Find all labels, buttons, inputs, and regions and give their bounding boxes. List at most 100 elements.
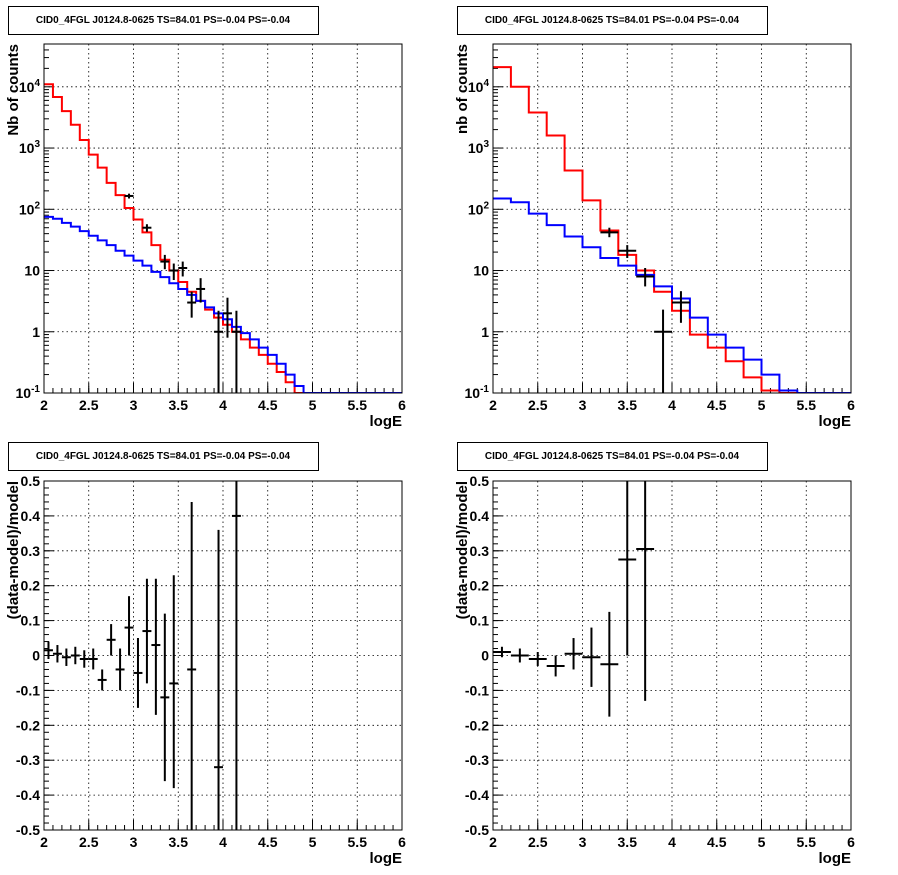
- x-axis-label: logE: [370, 850, 403, 867]
- data-point: [493, 646, 511, 658]
- y-axis-label: (data-model)/model: [5, 481, 22, 619]
- y-tick-base: 10: [16, 385, 32, 401]
- x-tick-label: 2.5: [79, 834, 99, 850]
- x-tick-label: 5: [309, 397, 317, 413]
- y-tick-label: 0.2: [21, 578, 41, 594]
- y-tick-label: 103: [468, 139, 490, 156]
- y-tick-label: -0.3: [465, 752, 489, 768]
- y-tick-base: 10: [465, 385, 481, 401]
- chart-panel-1: CID0_4FGL J0124.8-0625 TS=84.01 PS=-0.04…: [5, 6, 406, 430]
- chart-title: CID0_4FGL J0124.8-0625 TS=84.01 PS=-0.04…: [36, 15, 291, 26]
- data-point: [510, 648, 529, 663]
- y-tick-exponent: 4: [483, 78, 489, 89]
- data-point: [61, 648, 71, 666]
- y-tick-base: 10: [468, 79, 484, 95]
- x-tick-label: 2.5: [528, 834, 548, 850]
- x-tick-label: 6: [398, 834, 406, 850]
- y-tick-exponent: -1: [480, 384, 489, 395]
- y-tick-label: -0.1: [16, 682, 40, 698]
- chart-panel-4: CID0_4FGL J0124.8-0625 TS=84.01 PS=-0.04…: [454, 442, 855, 867]
- data-point: [214, 310, 223, 393]
- data-point: [97, 669, 107, 691]
- x-tick-label: 2.5: [528, 397, 548, 413]
- data-point: [636, 481, 655, 701]
- data-point: [133, 638, 143, 708]
- x-tick-label: 2.5: [79, 397, 99, 413]
- chart-panel-2: CID0_4FGL J0124.8-0625 TS=84.01 PS=-0.04…: [454, 6, 855, 430]
- x-tick-label: 3.5: [169, 397, 189, 413]
- y-tick-label: 0.4: [470, 508, 490, 524]
- x-tick-label: 4.5: [707, 397, 727, 413]
- y-tick-exponent: 2: [483, 200, 489, 211]
- y-tick-label: 0.3: [470, 543, 490, 559]
- y-tick-label: -0.2: [16, 717, 40, 733]
- y-tick-label: 104: [468, 78, 490, 95]
- y-tick-label: -0.5: [16, 822, 40, 838]
- data-point: [160, 613, 170, 782]
- x-tick-label: 2: [489, 834, 497, 850]
- x-tick-label: 3: [579, 834, 587, 850]
- data-point: [654, 309, 672, 393]
- x-tick-label: 2: [489, 397, 497, 413]
- data-point: [528, 652, 547, 666]
- y-tick-label: 0: [32, 648, 40, 664]
- y-tick-label: 10: [473, 263, 489, 279]
- x-tick-label: 3.5: [618, 834, 638, 850]
- y-tick-label: 0.5: [21, 473, 41, 489]
- chart-title-box: [8, 442, 319, 471]
- y-tick-label: -0.4: [465, 787, 489, 803]
- data-point: [582, 627, 601, 687]
- data-point: [214, 529, 223, 830]
- data-point: [79, 650, 89, 668]
- x-tick-label: 2: [40, 397, 48, 413]
- x-tick-label: 6: [847, 397, 855, 413]
- data-point: [672, 291, 690, 323]
- data-point: [178, 261, 188, 277]
- y-tick-label: 10-1: [16, 384, 41, 401]
- y-tick-exponent: 2: [34, 200, 40, 211]
- y-tick-base: 10: [468, 140, 484, 156]
- data-point: [618, 245, 637, 259]
- x-axis-label: logE: [819, 850, 852, 867]
- chart-title-box: [457, 6, 768, 35]
- x-tick-label: 5.5: [797, 397, 817, 413]
- y-tick-label: 104: [19, 78, 41, 95]
- y-tick-label: -0.2: [465, 717, 489, 733]
- y-tick-label: 0.5: [470, 473, 490, 489]
- plot-frame: [492, 43, 852, 394]
- y-axis-label: nb of counts: [454, 44, 471, 134]
- x-tick-label: 4: [219, 397, 227, 413]
- chart-title: CID0_4FGL J0124.8-0625 TS=84.01 PS=-0.04…: [485, 451, 740, 462]
- x-axis-label: logE: [370, 413, 403, 430]
- x-tick-label: 4.5: [258, 834, 278, 850]
- chart-title: CID0_4FGL J0124.8-0625 TS=84.01 PS=-0.04…: [36, 451, 291, 462]
- x-tick-label: 2: [40, 834, 48, 850]
- x-tick-label: 4.5: [707, 834, 727, 850]
- y-axis-label: Nb of counts: [5, 44, 22, 136]
- y-tick-label: 103: [19, 139, 41, 156]
- y-tick-label: 10-1: [465, 384, 490, 401]
- data-point: [88, 648, 98, 670]
- y-tick-exponent: 3: [34, 139, 40, 150]
- chart-title: CID0_4FGL J0124.8-0625 TS=84.01 PS=-0.04…: [485, 15, 740, 26]
- x-tick-label: 4: [668, 834, 676, 850]
- data-point: [600, 227, 619, 238]
- x-tick-label: 3: [579, 397, 587, 413]
- x-tick-label: 5: [758, 834, 766, 850]
- chart-title-box: [457, 442, 768, 471]
- y-tick-label: -0.5: [465, 822, 489, 838]
- data-point: [106, 624, 116, 656]
- x-tick-label: 3: [130, 397, 138, 413]
- y-tick-exponent: 3: [483, 139, 489, 150]
- y-tick-exponent: -1: [31, 384, 40, 395]
- y-tick-label: 10: [24, 263, 40, 279]
- y-tick-label: 0.1: [21, 613, 41, 629]
- data-point: [124, 193, 134, 199]
- data-point: [196, 278, 206, 303]
- y-tick-label: 0.4: [21, 508, 41, 524]
- data-point: [52, 645, 62, 663]
- x-tick-label: 5.5: [348, 397, 368, 413]
- data-point: [142, 224, 152, 232]
- y-tick-base: 10: [468, 201, 484, 217]
- data-point: [187, 501, 197, 830]
